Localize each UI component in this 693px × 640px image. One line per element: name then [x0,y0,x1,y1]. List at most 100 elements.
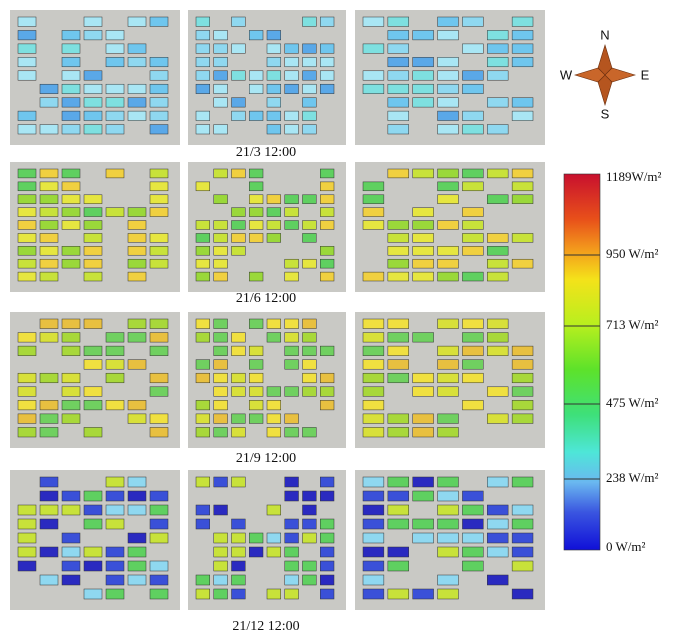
building [231,246,246,256]
building [195,43,210,54]
building [39,427,59,438]
building [387,271,409,282]
building [213,332,228,343]
building [362,400,385,411]
building [39,181,59,192]
building [249,168,264,179]
building [302,124,317,135]
building [231,413,246,424]
building [17,30,37,41]
building [266,110,281,121]
building [39,574,59,586]
building [17,194,37,204]
building [39,518,59,530]
building [61,43,81,54]
building [362,560,385,572]
building [17,110,37,121]
building [83,560,103,572]
building [195,574,210,586]
building [302,57,317,68]
building [17,220,37,230]
building [412,532,434,544]
building [149,207,169,217]
building [362,588,385,600]
building [462,110,484,121]
building [511,181,534,192]
building [213,271,228,282]
building [195,476,210,488]
building [127,504,147,516]
building [231,207,246,217]
building [105,57,125,68]
building [213,560,228,572]
building [105,83,125,94]
building [412,271,434,282]
building [487,532,509,544]
building [387,518,409,530]
building [284,194,299,204]
building [302,345,317,356]
building [249,220,264,230]
building [249,372,264,384]
building [302,574,317,586]
building [284,476,299,488]
building [284,43,299,54]
building [302,427,317,438]
building [83,220,103,230]
building [17,400,37,411]
building [362,194,385,204]
building [437,271,459,282]
building [462,124,484,135]
building [487,43,509,54]
building [83,400,103,411]
building [387,588,409,600]
legend-label: 238 W/m² [606,470,659,485]
building [320,345,335,356]
building [105,124,125,135]
building [412,83,434,94]
building [17,70,37,81]
building [127,574,147,586]
building [320,246,335,256]
building [213,70,228,81]
building [83,546,103,558]
building [231,574,246,586]
building [17,504,37,516]
building [284,574,299,586]
building [302,386,317,397]
building [249,181,264,192]
building [320,70,335,81]
building [195,258,210,269]
building [39,504,59,516]
building [302,332,317,343]
building [83,207,103,217]
building [387,427,409,438]
building [412,372,434,384]
building [61,318,81,329]
building [284,560,299,572]
building [249,70,264,81]
building [61,97,81,108]
building [231,588,246,600]
building [195,30,210,41]
building [362,490,385,502]
building [195,427,210,438]
building [387,83,409,94]
building [39,476,59,488]
building [462,233,484,243]
building [437,220,459,230]
building [39,233,59,243]
building [249,413,264,424]
building [39,332,59,343]
building [195,413,210,424]
building [362,43,385,54]
building [17,518,37,530]
building [387,490,409,502]
building [195,332,210,343]
building [149,560,169,572]
building [231,97,246,108]
building [266,57,281,68]
building [302,518,317,530]
building [83,83,103,94]
building [266,427,281,438]
